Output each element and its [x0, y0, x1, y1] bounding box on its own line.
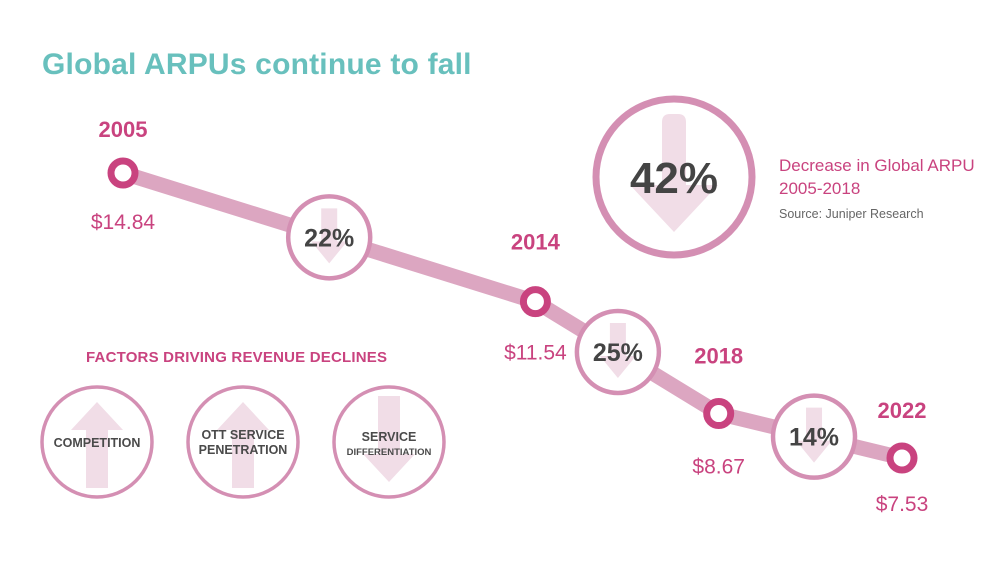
summary-label-line1: Decrease in Global ARPU — [779, 156, 975, 175]
data-point — [703, 398, 735, 430]
source-note: Source: Juniper Research — [779, 207, 924, 221]
down-arrow-icon — [363, 396, 415, 482]
year-label: 2018 — [694, 344, 743, 369]
change-percent: 14% — [789, 424, 839, 452]
data-point — [886, 442, 918, 474]
factor-label-line1: SERVICE — [361, 430, 417, 444]
summary-label: Decrease in Global ARPU 2005-2018 — [779, 154, 975, 200]
change-percent: 25% — [593, 339, 643, 367]
summary-circle: 42% — [592, 95, 756, 259]
change-badge: 14% — [770, 393, 858, 480]
change-badge: 25% — [574, 308, 662, 396]
down-arrow-icon — [630, 114, 718, 232]
factor-label-line2: DIFFERENTIATION — [346, 447, 432, 458]
change-badge: 22% — [285, 194, 373, 281]
data-point — [107, 157, 139, 189]
factor-ott-service: OTT SERVICE PENETRATION — [187, 428, 299, 458]
factor-label: COMPETITION — [53, 436, 141, 450]
summary-label-line2: 2005-2018 — [779, 179, 861, 198]
value-label: $8.67 — [692, 456, 745, 479]
year-label: 2005 — [99, 117, 148, 142]
up-arrow-icon — [71, 402, 123, 488]
up-arrow-icon — [217, 402, 269, 488]
down-arrow-icon — [599, 323, 636, 379]
factor-label-line2: PENETRATION — [198, 443, 288, 457]
page-title: Global ARPUs continue to fall — [42, 48, 472, 81]
value-label: $14.84 — [91, 211, 156, 234]
summary-percent: 42% — [630, 154, 718, 203]
factor-label-line1: OTT SERVICE — [201, 428, 285, 442]
data-labels: 2005 $14.84 2014 $11.54 2018 $8.67 2022 $7.53 — [91, 117, 928, 516]
factor-circle-service — [332, 385, 446, 499]
change-percent: 22% — [304, 224, 354, 252]
value-label: $7.53 — [876, 493, 929, 516]
year-label: 2014 — [511, 230, 561, 255]
down-arrow-icon — [796, 407, 833, 463]
value-label: $11.54 — [504, 342, 567, 365]
down-arrow-icon — [311, 208, 348, 264]
factor-competition: COMPETITION — [41, 436, 153, 451]
factor-circle-competition — [40, 385, 154, 499]
factor-service-differentiation: SERVICE DIFFERENTIATION — [333, 430, 445, 460]
data-point — [519, 286, 551, 318]
factors-title: FACTORS DRIVING REVENUE DECLINES — [86, 349, 388, 366]
change-circles: 22% 25% 14% — [285, 194, 858, 480]
factor-circle-ott — [186, 385, 300, 499]
year-label: 2022 — [878, 398, 927, 423]
data-points — [107, 157, 918, 474]
